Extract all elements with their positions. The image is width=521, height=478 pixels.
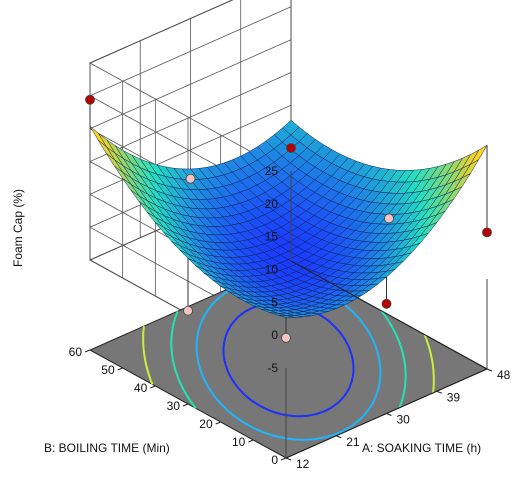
x-tick-label: 21 — [346, 435, 360, 449]
y-tick-label: 0 — [271, 453, 278, 467]
y-tick-label: 60 — [69, 345, 83, 359]
x-tick-mark — [486, 368, 493, 372]
design-point — [482, 227, 492, 238]
y-tick-label: 10 — [232, 435, 246, 449]
z-tick-label: 15 — [265, 230, 279, 244]
design-point — [381, 298, 392, 309]
x-tick-label: 39 — [447, 390, 461, 404]
contour-line — [222, 301, 355, 418]
design-point — [183, 305, 193, 316]
response-surface — [89, 119, 488, 318]
x-tick-mark — [285, 457, 292, 461]
surface-cell — [277, 314, 295, 318]
contour-line — [142, 325, 435, 394]
z-tick-label: 0 — [271, 328, 278, 342]
x-tick-label: 48 — [497, 368, 511, 382]
y-tick-mark — [182, 403, 189, 407]
design-point — [85, 94, 95, 105]
x-axis-label: A: SOAKING TIME (h) — [362, 441, 481, 455]
y-tick-mark — [215, 421, 221, 425]
y-tick-label: 40 — [134, 381, 148, 395]
x-tick-mark — [386, 413, 392, 416]
y-tick-mark — [84, 349, 91, 353]
x-tick-mark — [436, 390, 442, 394]
z-tick-label: 5 — [271, 295, 278, 309]
z-tick-label: 20 — [265, 197, 279, 211]
x-tick-label: 30 — [397, 413, 411, 427]
z-axis-label: Foam Cap (%) — [11, 189, 25, 267]
contour-line — [170, 310, 407, 409]
design-point — [281, 332, 291, 343]
x-tick-mark — [336, 435, 342, 439]
y-tick-mark — [280, 457, 287, 461]
y-tick-mark — [150, 385, 156, 389]
y-tick-label: 30 — [167, 399, 181, 413]
z-tick-label: 10 — [265, 263, 279, 277]
design-point — [286, 143, 296, 153]
design-point — [185, 173, 196, 184]
x-tick-label: 12 — [296, 457, 310, 471]
y-axis-label: B: BOILING TIME (Min) — [44, 441, 170, 455]
floor-edge — [290, 260, 488, 370]
y-tick-mark — [117, 367, 123, 371]
axis-ticks: -5 0 5 10 15 20 25 0 10 20 30 40 50 60 12 21 30 39 48 — [69, 164, 511, 471]
design-points — [85, 94, 492, 343]
z-tick-label: 25 — [265, 164, 279, 178]
design-point — [384, 213, 394, 224]
y-tick-mark — [248, 439, 254, 443]
y-tick-label: 20 — [199, 417, 213, 431]
y-tick-label: 50 — [101, 363, 115, 377]
z-tick-label: -5 — [267, 361, 278, 375]
